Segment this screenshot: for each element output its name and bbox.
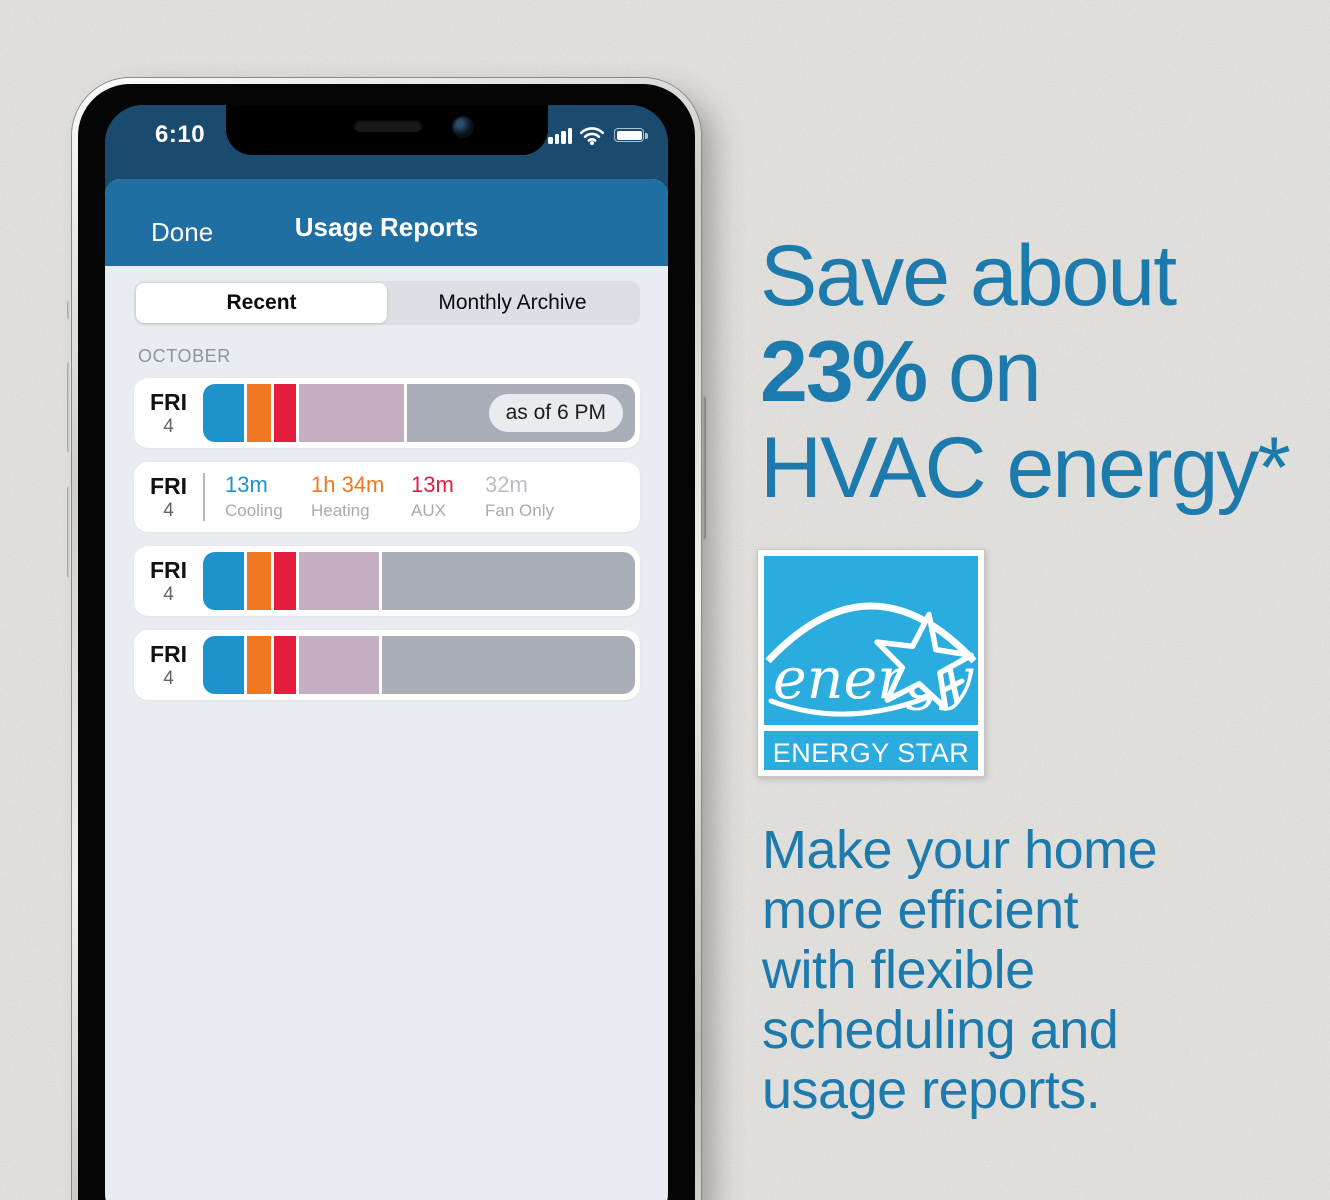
stat-label-heating: Heating bbox=[311, 501, 370, 520]
promo-headline: Save about 23% on HVAC energy* bbox=[760, 228, 1291, 516]
bar-segment-aux bbox=[273, 636, 297, 694]
stat-cooling: 13m Cooling bbox=[225, 473, 311, 521]
day-label: FRI bbox=[149, 388, 188, 415]
row-date: FRI 4 bbox=[134, 630, 203, 700]
bar-segment-heating bbox=[247, 552, 271, 610]
row-date: FRI 4 bbox=[134, 546, 203, 616]
stat-value-heating: 1h 34m bbox=[311, 472, 385, 497]
bar-segment-aux bbox=[273, 384, 297, 442]
bar-segment-fan_only bbox=[299, 384, 404, 442]
headline-line3: HVAC energy* bbox=[760, 420, 1291, 516]
nav-bar: Usage Reports Done bbox=[105, 179, 668, 266]
cellular-signal-icon bbox=[548, 127, 572, 144]
energy-star-label: ENERGY STAR bbox=[773, 738, 970, 768]
usage-bar bbox=[203, 636, 636, 694]
usage-stats: 13m Cooling 1h 34m Heating 13m AUX 32m Fan Only bbox=[205, 462, 640, 532]
stat-value-cooling: 13m bbox=[225, 472, 268, 497]
bar-segment-heating bbox=[247, 384, 271, 442]
usage-bar bbox=[203, 552, 636, 610]
bar-segment-cooling bbox=[203, 384, 245, 442]
usage-bar: as of 6 PM bbox=[203, 384, 636, 442]
date-label: 4 bbox=[163, 415, 174, 437]
stat-fan_only: 32m Fan Only bbox=[485, 473, 581, 521]
usage-row[interactable]: FRI 4 as of 6 PM bbox=[134, 378, 640, 448]
headline-line2: 23% on bbox=[760, 324, 1042, 420]
wifi-icon bbox=[579, 126, 605, 145]
headline-line1: Save about bbox=[760, 228, 1177, 324]
row-date: FRI 4 bbox=[134, 462, 203, 532]
phone-frame: 6:10 bbox=[72, 78, 701, 1200]
bar-segment-remaining bbox=[382, 552, 635, 610]
phone-bezel: 6:10 bbox=[78, 84, 695, 1200]
usage-row[interactable]: FRI 4 bbox=[134, 546, 640, 616]
promo-body-text: Make your home more efficient with flexi… bbox=[762, 820, 1158, 1120]
usage-row[interactable]: FRI 4 bbox=[134, 630, 640, 700]
bar-segment-remaining bbox=[382, 636, 635, 694]
stat-value-aux: 13m bbox=[411, 472, 454, 497]
as-of-badge: as of 6 PM bbox=[488, 394, 623, 432]
bar-segment-fan_only bbox=[299, 552, 380, 610]
day-label: FRI bbox=[149, 472, 188, 499]
bar-segment-cooling bbox=[203, 552, 245, 610]
bar-segment-aux bbox=[273, 552, 297, 610]
date-label: 4 bbox=[163, 583, 174, 605]
day-label: FRI bbox=[149, 556, 188, 583]
month-section-label: OCTOBER bbox=[138, 346, 231, 366]
notch bbox=[225, 105, 548, 155]
row-date: FRI 4 bbox=[134, 378, 203, 448]
speaker-grille bbox=[353, 120, 422, 132]
tab-recent[interactable]: Recent bbox=[136, 283, 387, 323]
tab-monthly-archive[interactable]: Monthly Archive bbox=[387, 283, 638, 323]
segmented-control: Recent Monthly Archive bbox=[134, 281, 640, 325]
bar-segment-cooling bbox=[203, 636, 245, 694]
usage-reports-sheet: Usage Reports Done Recent Monthly Archiv… bbox=[105, 179, 668, 1200]
stat-label-fan_only: Fan Only bbox=[485, 501, 554, 520]
energy-star-logo: energy ENERGY STAR bbox=[757, 549, 985, 777]
date-label: 4 bbox=[163, 499, 174, 521]
status-time: 6:10 bbox=[155, 121, 206, 148]
report-list: FRI 4 as of 6 PM FRI 4 13m Cooling 1h 34m Heatin… bbox=[134, 378, 640, 700]
report-content: Recent Monthly Archive OCTOBER FRI 4 as of… bbox=[105, 266, 668, 1200]
bar-segment-fan_only bbox=[299, 636, 380, 694]
stat-label-aux: AUX bbox=[411, 501, 446, 520]
phone-screen: 6:10 bbox=[105, 105, 668, 1200]
done-button[interactable]: Done bbox=[151, 207, 213, 248]
phone-mockup: 6:10 bbox=[67, 78, 706, 1200]
stat-aux: 13m AUX bbox=[411, 473, 485, 521]
stat-heating: 1h 34m Heating bbox=[311, 473, 411, 521]
battery-icon bbox=[614, 128, 648, 142]
stat-label-cooling: Cooling bbox=[225, 501, 283, 520]
bar-segment-heating bbox=[247, 636, 271, 694]
date-label: 4 bbox=[163, 667, 174, 689]
stat-value-fan_only: 32m bbox=[485, 472, 528, 497]
usage-row[interactable]: FRI 4 13m Cooling 1h 34m Heating 13m AUX 32m Fan … bbox=[134, 462, 640, 532]
day-label: FRI bbox=[149, 640, 188, 667]
status-icons bbox=[548, 126, 648, 145]
front-camera bbox=[451, 116, 474, 138]
headline-percent: 23% bbox=[760, 324, 928, 420]
